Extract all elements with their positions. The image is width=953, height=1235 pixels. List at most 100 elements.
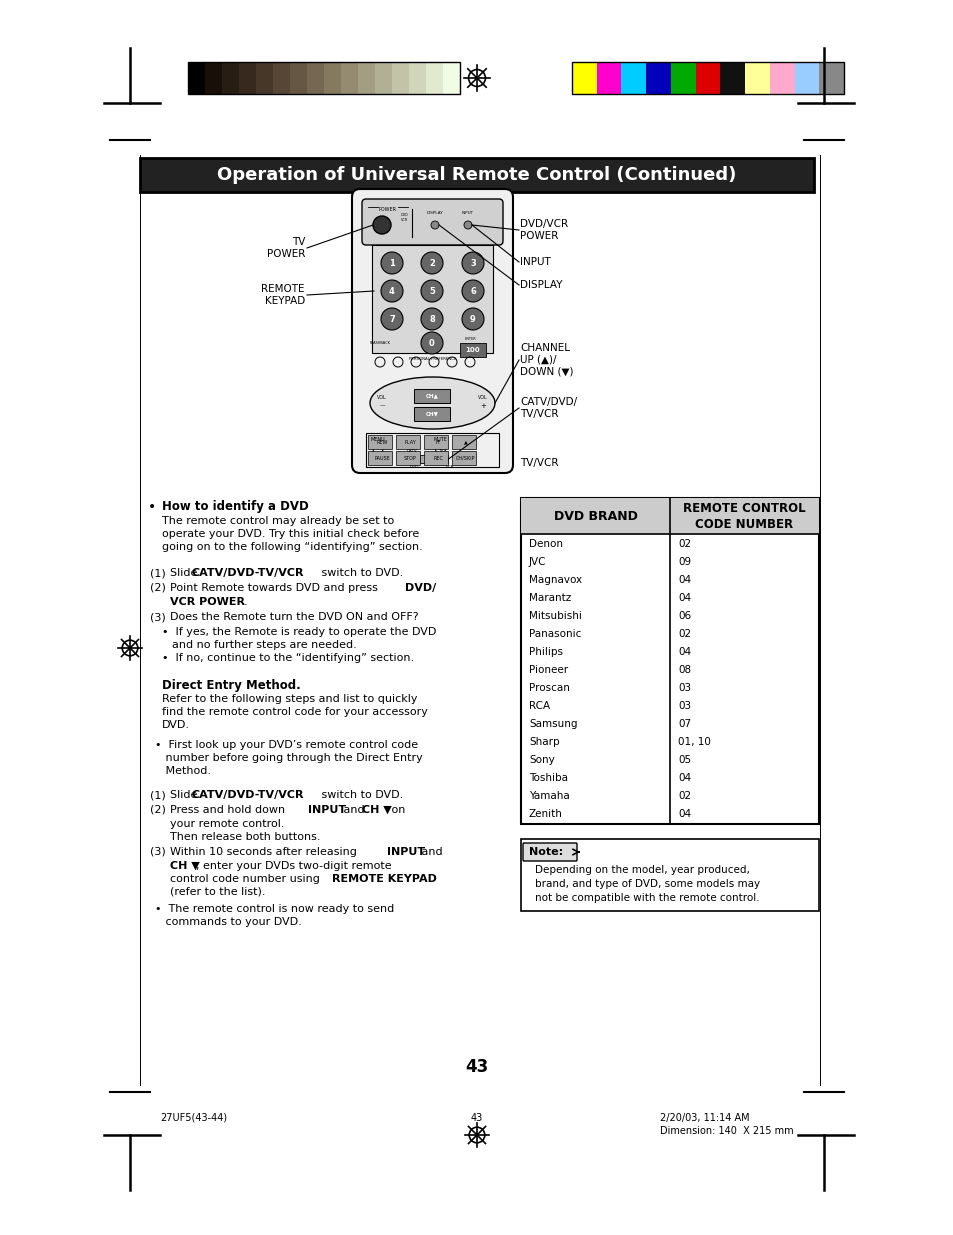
Bar bbox=[368, 451, 392, 466]
Text: JVC: JVC bbox=[529, 557, 546, 567]
Text: Operation of Universal Remote Control (Continued): Operation of Universal Remote Control (C… bbox=[217, 165, 736, 184]
Text: INPUT: INPUT bbox=[308, 805, 346, 815]
Text: TV: TV bbox=[437, 450, 443, 453]
Bar bbox=[597, 62, 621, 94]
Text: TV/VCR: TV/VCR bbox=[519, 458, 558, 468]
Text: 3: 3 bbox=[470, 258, 476, 268]
Circle shape bbox=[431, 221, 438, 228]
Text: INPUT: INPUT bbox=[519, 257, 550, 267]
Text: 04: 04 bbox=[678, 576, 690, 585]
Text: FLASHBACK: FLASHBACK bbox=[369, 341, 390, 345]
Bar bbox=[357, 62, 375, 94]
Bar bbox=[794, 62, 819, 94]
Bar bbox=[307, 62, 324, 94]
Text: 43: 43 bbox=[471, 1113, 482, 1123]
Text: CH ▼: CH ▼ bbox=[361, 805, 392, 815]
Text: brand, and type of DVD, some models may: brand, and type of DVD, some models may bbox=[535, 879, 760, 889]
Text: Zenith: Zenith bbox=[529, 809, 562, 819]
Text: 27UF5(43-44): 27UF5(43-44) bbox=[160, 1113, 227, 1123]
Bar bbox=[459, 343, 485, 357]
Bar bbox=[452, 451, 476, 466]
Text: DISPLAY: DISPLAY bbox=[519, 280, 562, 290]
Text: How to identify a DVD: How to identify a DVD bbox=[162, 500, 309, 513]
Text: Press and hold down: Press and hold down bbox=[170, 805, 289, 815]
Bar bbox=[205, 62, 222, 94]
Text: Magnavox: Magnavox bbox=[529, 576, 581, 585]
Bar bbox=[409, 62, 426, 94]
Text: •: • bbox=[148, 500, 156, 514]
Bar bbox=[375, 62, 392, 94]
Text: Toshiba: Toshiba bbox=[529, 773, 567, 783]
Bar bbox=[188, 62, 459, 94]
Bar bbox=[420, 454, 448, 463]
Bar bbox=[255, 62, 274, 94]
Text: on: on bbox=[388, 805, 405, 815]
Text: REMOTE CONTROL
CODE NUMBER: REMOTE CONTROL CODE NUMBER bbox=[682, 501, 805, 531]
Text: 0: 0 bbox=[429, 338, 435, 347]
Text: Pioneer: Pioneer bbox=[529, 664, 568, 676]
Text: switch to DVD.: switch to DVD. bbox=[317, 790, 403, 800]
Bar bbox=[222, 62, 239, 94]
Text: control code number using: control code number using bbox=[170, 874, 323, 884]
Text: 100: 100 bbox=[465, 347, 479, 353]
Text: Denon: Denon bbox=[529, 538, 562, 550]
Text: Depending on the model, year produced,: Depending on the model, year produced, bbox=[535, 864, 749, 876]
Bar bbox=[366, 433, 498, 467]
Bar bbox=[670, 62, 696, 94]
Text: (2): (2) bbox=[150, 805, 166, 815]
Text: MENU: MENU bbox=[371, 437, 385, 442]
Text: .: . bbox=[244, 597, 248, 606]
Text: CH/SKIP: CH/SKIP bbox=[456, 456, 476, 461]
Text: 09: 09 bbox=[678, 557, 690, 567]
Text: 06: 06 bbox=[678, 611, 690, 621]
Text: Direct Entry Method.: Direct Entry Method. bbox=[162, 679, 300, 692]
Text: DVD/VCR
POWER: DVD/VCR POWER bbox=[519, 219, 568, 241]
Text: REMOTE
KEYPAD: REMOTE KEYPAD bbox=[261, 284, 305, 306]
Text: (refer to the list).: (refer to the list). bbox=[170, 887, 265, 897]
Text: CATV/DVD-TV/VCR: CATV/DVD-TV/VCR bbox=[192, 790, 304, 800]
Text: Mitsubishi: Mitsubishi bbox=[529, 611, 581, 621]
Text: DVD: DVD bbox=[410, 466, 418, 469]
Bar bbox=[395, 435, 419, 450]
Text: 07: 07 bbox=[678, 719, 690, 729]
Text: MUTE: MUTE bbox=[433, 437, 447, 442]
Text: CHANNEL
UP (▲)/
DOWN (▼): CHANNEL UP (▲)/ DOWN (▼) bbox=[519, 343, 573, 377]
Text: STOP: STOP bbox=[403, 456, 416, 461]
Text: —: — bbox=[379, 403, 384, 408]
Circle shape bbox=[380, 252, 402, 274]
Bar bbox=[395, 451, 419, 466]
Text: CH▼: CH▼ bbox=[426, 411, 438, 416]
Bar bbox=[430, 454, 440, 464]
Text: 4: 4 bbox=[389, 287, 395, 295]
Text: Yamaha: Yamaha bbox=[529, 790, 569, 802]
Text: Note:: Note: bbox=[529, 847, 562, 857]
Circle shape bbox=[380, 280, 402, 303]
Bar bbox=[452, 435, 476, 450]
Text: and: and bbox=[417, 847, 442, 857]
Bar bbox=[290, 62, 307, 94]
Text: The remote control may already be set to
operate your DVD. Try this initial chec: The remote control may already be set to… bbox=[162, 516, 422, 552]
Text: 04: 04 bbox=[678, 647, 690, 657]
Circle shape bbox=[463, 221, 472, 228]
Bar bbox=[140, 158, 813, 191]
Text: Within 10 seconds after releasing: Within 10 seconds after releasing bbox=[170, 847, 360, 857]
Bar bbox=[520, 839, 818, 911]
Text: 05: 05 bbox=[678, 755, 690, 764]
Text: , enter your DVDs two-digit remote: , enter your DVDs two-digit remote bbox=[195, 861, 392, 871]
Text: CH▲: CH▲ bbox=[426, 394, 438, 399]
Text: Point Remote towards DVD and press: Point Remote towards DVD and press bbox=[170, 583, 381, 593]
Text: (1): (1) bbox=[150, 568, 166, 578]
Text: •  The remote control is now ready to send
   commands to your DVD.: • The remote control is now ready to sen… bbox=[154, 904, 394, 927]
Circle shape bbox=[380, 308, 402, 330]
Text: Sony: Sony bbox=[529, 755, 554, 764]
Bar bbox=[572, 62, 843, 94]
Text: VOL: VOL bbox=[477, 395, 487, 400]
Text: •  If yes, the Remote is ready to operate the DVD: • If yes, the Remote is ready to operate… bbox=[162, 627, 436, 637]
Text: (2): (2) bbox=[150, 583, 166, 593]
Text: and: and bbox=[339, 805, 368, 815]
Bar bbox=[645, 62, 671, 94]
Text: Slide: Slide bbox=[170, 568, 201, 578]
Text: •  If no, continue to the “identifying” section.: • If no, continue to the “identifying” s… bbox=[162, 653, 414, 663]
Bar bbox=[340, 62, 358, 94]
Text: VCR: VCR bbox=[446, 466, 455, 469]
